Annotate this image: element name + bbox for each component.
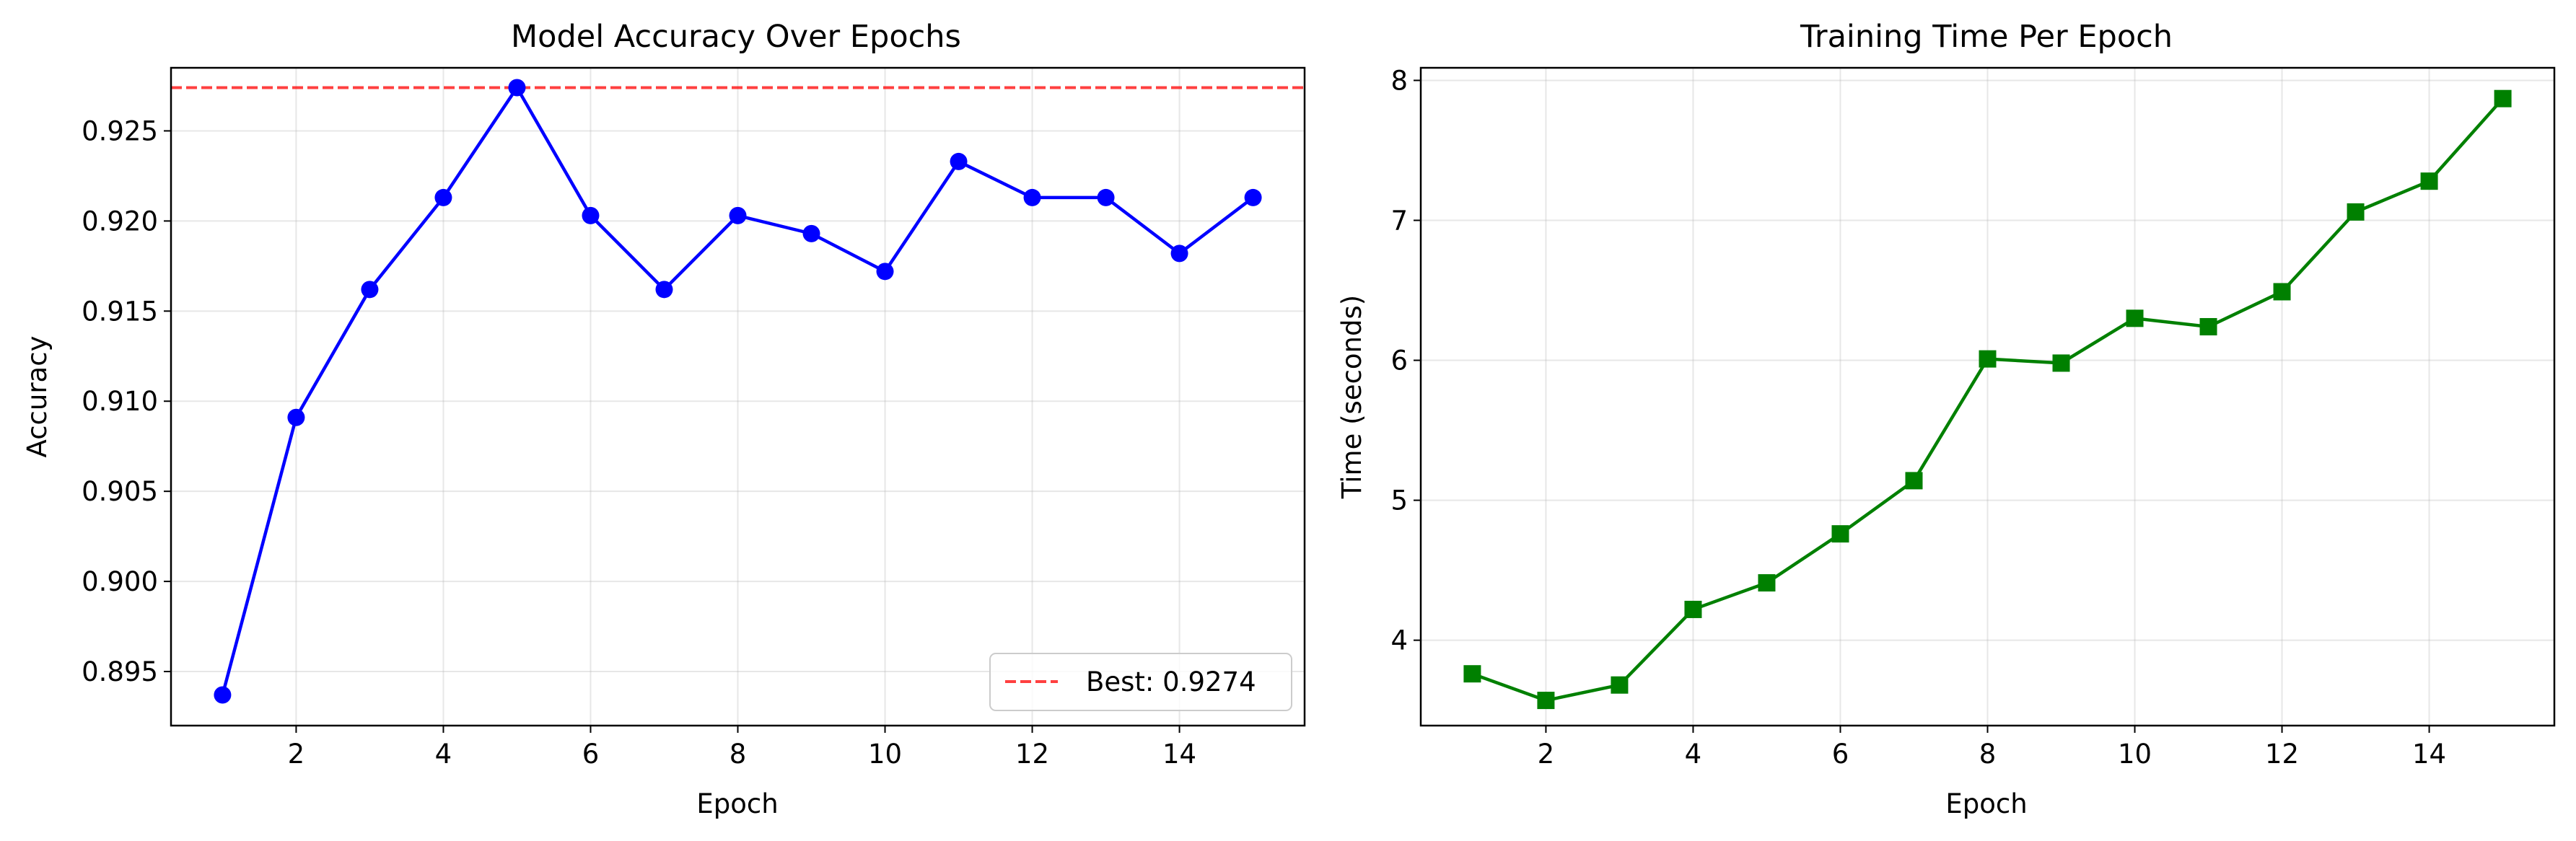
- data-point: [2273, 283, 2291, 301]
- training-time-grid: [1421, 68, 2554, 726]
- accuracy-x-label: Epoch: [696, 788, 778, 819]
- accuracy-chart-title: Model Accuracy Over Epochs: [511, 19, 961, 55]
- y-tick-label: 0.925: [82, 115, 158, 146]
- data-point: [1905, 472, 1923, 490]
- data-point: [1684, 600, 1702, 618]
- data-point: [2347, 203, 2365, 221]
- x-tick-label: 10: [868, 739, 902, 770]
- training-time-y-ticks: 4 5 6 7 8: [1390, 65, 1421, 656]
- accuracy-x-ticks: 2 4 6 8 10 12 14: [288, 726, 1196, 770]
- accuracy-chart: Model Accuracy Over Epochs 2 4 6 8 10 12 14 0.…: [22, 19, 1306, 819]
- x-tick-label: 14: [2412, 739, 2446, 770]
- x-tick-label: 2: [288, 739, 305, 770]
- data-point: [655, 281, 673, 299]
- data-point: [287, 408, 305, 426]
- x-tick-label: 12: [2265, 739, 2299, 770]
- data-point: [1979, 350, 1997, 368]
- y-tick-label: 8: [1390, 65, 1408, 96]
- y-tick-label: 0.900: [82, 566, 158, 597]
- legend-box: [989, 653, 1292, 711]
- data-point: [1097, 188, 1115, 206]
- data-point: [508, 79, 526, 97]
- data-point: [802, 224, 820, 242]
- x-tick-label: 4: [1685, 739, 1702, 770]
- data-point: [214, 686, 232, 704]
- training-time-x-label: Epoch: [1945, 788, 2027, 819]
- data-point: [2126, 309, 2144, 327]
- x-tick-label: 6: [582, 739, 600, 770]
- y-tick-label: 7: [1390, 206, 1408, 237]
- x-tick-label: 2: [1538, 739, 1555, 770]
- accuracy-grid: [171, 68, 1305, 726]
- data-point: [434, 188, 452, 206]
- data-point: [2494, 89, 2512, 107]
- y-tick-label: 0.920: [82, 206, 158, 237]
- legend-best-label: Best: 0.9274: [1086, 666, 1256, 697]
- data-point: [1758, 574, 1776, 592]
- x-tick-label: 8: [730, 739, 747, 770]
- data-point: [729, 206, 747, 224]
- data-point: [1537, 692, 1555, 710]
- data-point: [582, 206, 600, 224]
- data-point: [2199, 317, 2217, 335]
- y-tick-label: 0.915: [82, 296, 158, 327]
- training-time-chart: Training Time Per Epoch 2 4 6 8 10 12 14 4 5 6 7 8…: [1336, 19, 2556, 819]
- y-tick-label: 0.905: [82, 476, 158, 507]
- training-time-x-ticks: 2 4 6 8 10 12 14: [1538, 726, 2446, 770]
- x-tick-label: 14: [1162, 739, 1196, 770]
- training-time-chart-title: Training Time Per Epoch: [1800, 19, 2173, 55]
- data-point: [1463, 665, 1481, 683]
- accuracy-series: [214, 79, 1262, 704]
- data-point: [950, 152, 968, 170]
- data-point: [1831, 525, 1849, 543]
- data-point: [876, 263, 894, 281]
- data-point: [361, 281, 379, 299]
- accuracy-y-label: Accuracy: [22, 336, 53, 458]
- data-point: [1023, 188, 1041, 206]
- x-tick-label: 8: [1979, 739, 1997, 770]
- data-point: [2420, 172, 2438, 190]
- data-point: [2052, 354, 2070, 372]
- x-tick-label: 10: [2118, 739, 2152, 770]
- data-point: [1170, 245, 1188, 263]
- accuracy-y-ticks: 0.895 0.900 0.905 0.910 0.915 0.920 0.925: [82, 115, 171, 687]
- x-tick-label: 6: [1832, 739, 1849, 770]
- training-time-y-label: Time (seconds): [1336, 295, 1367, 499]
- y-tick-label: 6: [1390, 345, 1408, 377]
- data-point: [1244, 188, 1262, 206]
- y-tick-label: 5: [1390, 485, 1408, 516]
- x-tick-label: 12: [1015, 739, 1049, 770]
- accuracy-legend: Best: 0.9274: [989, 653, 1292, 711]
- y-tick-label: 4: [1390, 625, 1408, 656]
- x-tick-label: 4: [435, 739, 452, 770]
- training-time-series: [1463, 89, 2512, 710]
- data-point: [1611, 676, 1629, 694]
- y-tick-label: 0.895: [82, 656, 158, 687]
- y-tick-label: 0.910: [82, 386, 158, 417]
